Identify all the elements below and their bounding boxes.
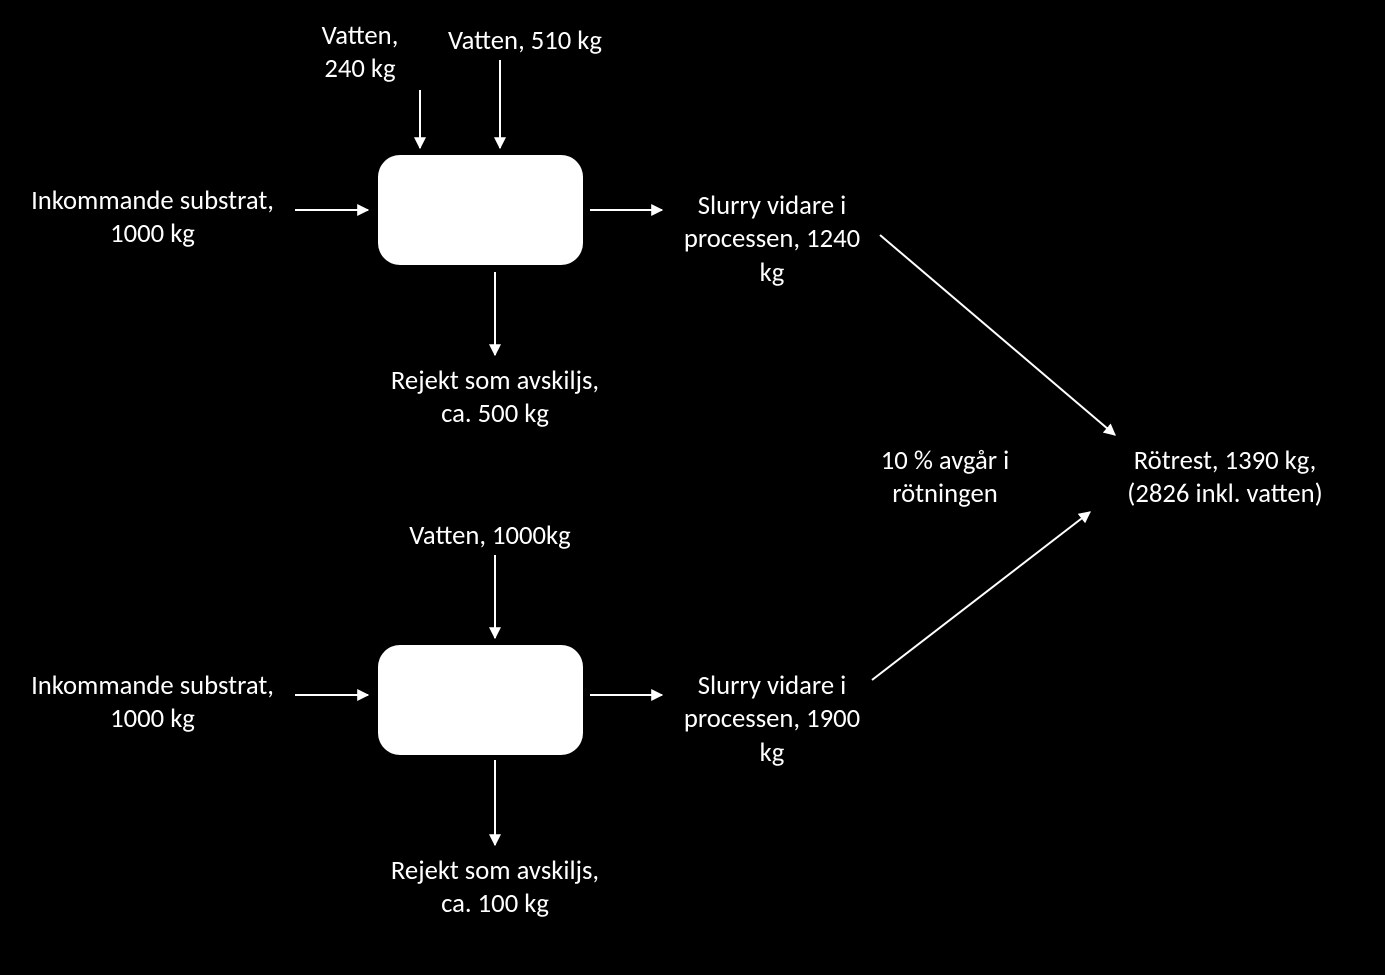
label-t_10pct: 10 % avgår i rötningen bbox=[855, 445, 1035, 512]
label-t_vatten_240: Vatten, 240 kg bbox=[300, 20, 420, 87]
label-t_vatten_510: Vatten, 510 kg bbox=[425, 25, 625, 58]
label-t_rejekt_500: Rejekt som avskiljs, ca. 500 kg bbox=[370, 365, 620, 432]
label-t_in_1000_a: Inkommande substrat, 1000 kg bbox=[15, 185, 290, 252]
label-t_vatten_1000: Vatten, 1000kg bbox=[390, 520, 590, 553]
flowchart-stage: Vatten, 240 kgVatten, 510 kg Inkommande s… bbox=[0, 0, 1385, 975]
label-t_rotrest: Rötrest, 1390 kg, (2826 inkl. vatten) bbox=[1095, 445, 1355, 512]
label-t_in_1000_b: Inkommande substrat, 1000 kg bbox=[15, 670, 290, 737]
label-t_slurry_1900: Slurry vidare i processen, 1900 kg bbox=[672, 670, 872, 770]
process-box-box1 bbox=[378, 155, 583, 265]
label-t_slurry_1240: Slurry vidare i processen, 1240 kg bbox=[672, 190, 872, 290]
arrow-a_s1900_rot bbox=[872, 512, 1090, 680]
arrow-a_s1240_rot bbox=[880, 235, 1115, 435]
label-t_rejekt_100: Rejekt som avskiljs, ca. 100 kg bbox=[370, 855, 620, 922]
process-box-box2 bbox=[378, 645, 583, 755]
